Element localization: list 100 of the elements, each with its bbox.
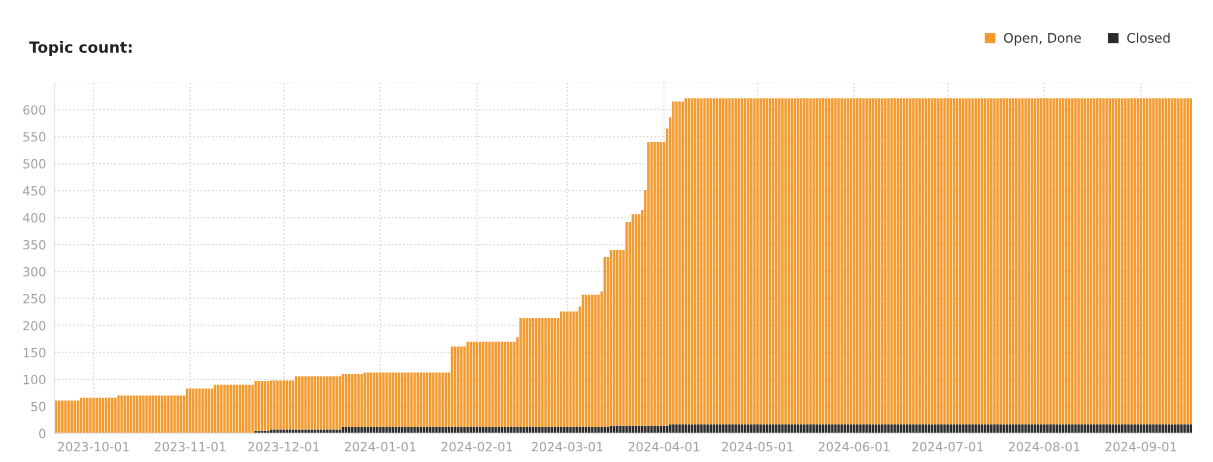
bar — [407, 426, 410, 434]
bar — [862, 98, 865, 425]
bar — [893, 98, 896, 425]
bar — [971, 424, 974, 434]
bar — [354, 374, 357, 427]
bar — [943, 424, 946, 434]
bar — [466, 341, 469, 427]
bar — [61, 400, 64, 434]
bar — [594, 294, 597, 427]
bar — [999, 98, 1002, 425]
bar — [192, 388, 195, 434]
bar — [351, 426, 354, 434]
bar — [728, 98, 731, 425]
bar — [1155, 424, 1158, 434]
bar — [304, 429, 307, 434]
y-tick-label: 200 — [23, 320, 46, 331]
bar — [675, 424, 678, 434]
bar — [117, 395, 120, 434]
bar — [750, 424, 753, 434]
bar — [1027, 424, 1030, 434]
bar — [909, 98, 912, 425]
bar — [519, 317, 522, 427]
bar — [834, 98, 837, 425]
bar — [1102, 424, 1105, 434]
bar — [432, 372, 435, 427]
bar — [463, 426, 466, 434]
chart-title: Topic count: — [29, 41, 132, 56]
bar — [541, 317, 544, 427]
bar — [441, 426, 444, 434]
bar — [441, 372, 444, 427]
bar — [1127, 98, 1130, 425]
bar — [700, 98, 703, 425]
bar — [64, 400, 67, 434]
bar — [522, 317, 525, 427]
bar — [1046, 424, 1049, 434]
bar — [513, 341, 516, 427]
bar — [625, 221, 628, 426]
bar — [544, 426, 547, 434]
bar — [1074, 424, 1077, 434]
bar — [538, 317, 541, 427]
bar — [541, 426, 544, 434]
bar — [597, 426, 600, 434]
x-tick-label: 2024-05-01 — [722, 441, 793, 452]
bar — [575, 426, 578, 434]
bar — [229, 384, 232, 434]
bar — [435, 426, 438, 434]
bar — [753, 424, 756, 434]
bar — [1077, 98, 1080, 425]
x-tick-label: 2024-01-01 — [344, 441, 416, 452]
bar — [1074, 98, 1077, 425]
bar — [594, 426, 597, 434]
bar — [806, 98, 809, 425]
bar — [943, 98, 946, 425]
bar — [837, 424, 840, 434]
bar — [784, 424, 787, 434]
bar — [918, 98, 921, 425]
bar — [563, 311, 566, 427]
bar — [1186, 98, 1189, 425]
bar — [1080, 98, 1083, 425]
bar — [485, 341, 488, 427]
bar — [223, 384, 226, 434]
bar — [351, 374, 354, 427]
bar — [1155, 98, 1158, 425]
bar — [1046, 98, 1049, 425]
bar — [1133, 98, 1136, 425]
bar — [432, 426, 435, 434]
bar — [114, 397, 117, 434]
bar — [120, 395, 123, 434]
bar — [890, 98, 893, 425]
bar — [996, 424, 999, 434]
bar — [251, 384, 254, 434]
bar — [95, 397, 98, 434]
bar — [1027, 98, 1030, 425]
bar — [510, 426, 513, 434]
bar — [329, 376, 332, 430]
bar — [245, 384, 248, 434]
y-tick-label: 100 — [23, 374, 46, 385]
bar — [569, 311, 572, 427]
bar — [413, 426, 416, 434]
bar — [1015, 98, 1018, 425]
bar — [921, 424, 924, 434]
bar — [681, 424, 684, 434]
bar — [516, 426, 519, 434]
bar — [990, 98, 993, 425]
bar — [781, 424, 784, 434]
bar — [803, 98, 806, 425]
bar — [572, 426, 575, 434]
bar — [650, 425, 653, 434]
bar — [173, 395, 176, 434]
bar — [831, 98, 834, 425]
bar — [491, 426, 494, 434]
bar — [410, 426, 413, 434]
bar — [890, 424, 893, 434]
bar — [416, 426, 419, 434]
bar — [407, 372, 410, 427]
bar — [460, 346, 463, 427]
bar — [485, 426, 488, 434]
bar — [974, 424, 977, 434]
bar — [962, 424, 965, 434]
bar — [298, 429, 301, 434]
